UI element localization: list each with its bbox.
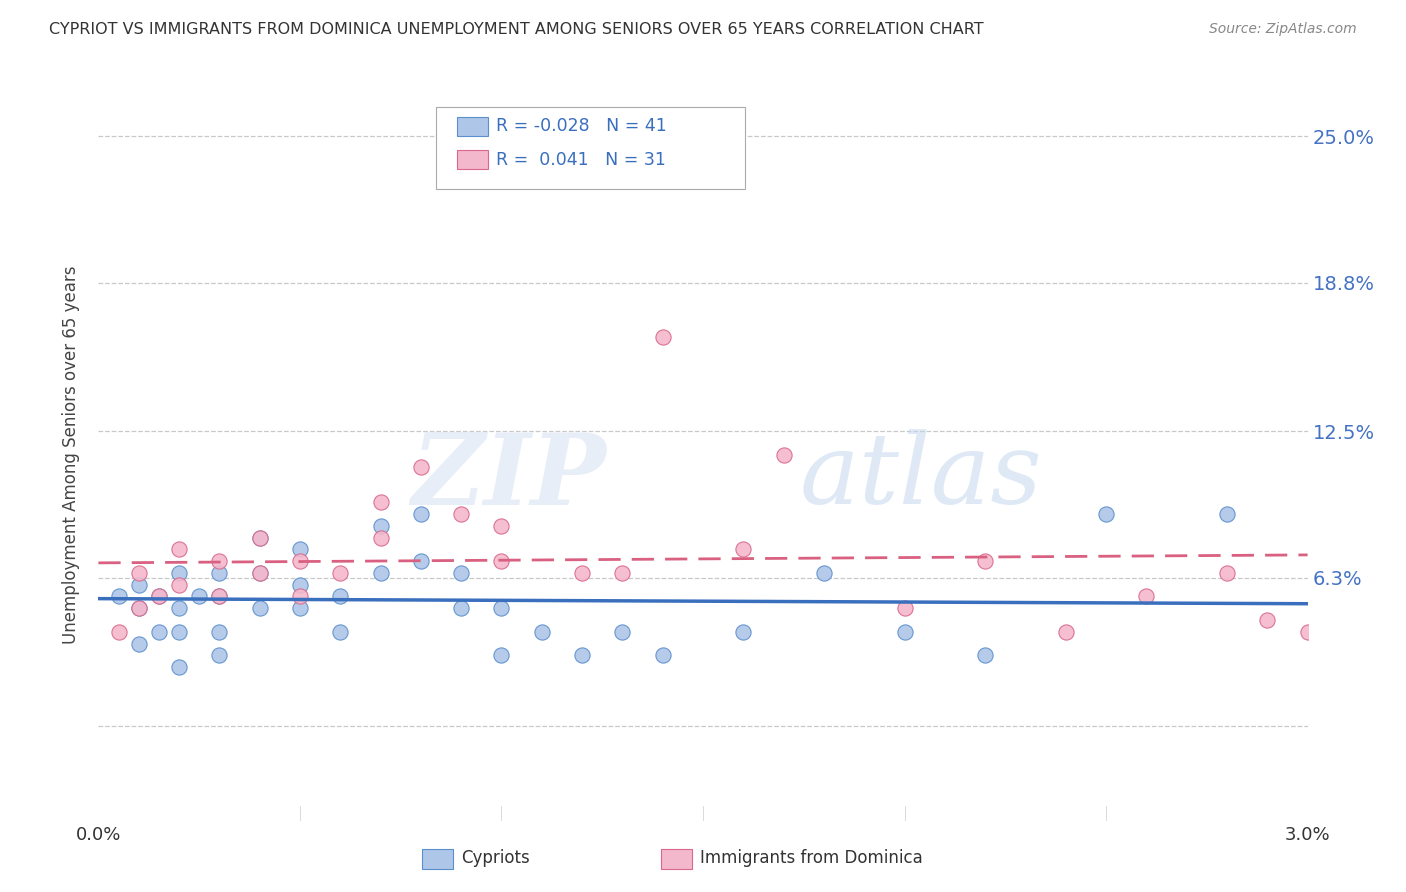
Point <box>249 601 271 615</box>
Point <box>1216 566 1239 580</box>
Point <box>370 495 392 509</box>
Y-axis label: Unemployment Among Seniors over 65 years: Unemployment Among Seniors over 65 years <box>62 266 80 644</box>
Point <box>128 601 150 615</box>
Point <box>329 590 352 604</box>
Point <box>288 590 311 604</box>
Text: Source: ZipAtlas.com: Source: ZipAtlas.com <box>1209 22 1357 37</box>
Point <box>1095 507 1118 521</box>
Point <box>208 590 231 604</box>
Point <box>651 330 673 344</box>
Point <box>772 448 794 462</box>
Point <box>450 601 472 615</box>
Point <box>167 566 190 580</box>
Point <box>733 624 755 639</box>
Point <box>974 554 997 568</box>
Point <box>128 637 150 651</box>
Point <box>450 566 472 580</box>
Point <box>249 531 271 545</box>
Point <box>370 566 392 580</box>
Point <box>249 566 271 580</box>
Point <box>409 507 432 521</box>
Point <box>107 624 129 639</box>
Point <box>208 624 231 639</box>
Point <box>188 590 211 604</box>
Point <box>167 542 190 557</box>
Text: ZIP: ZIP <box>412 429 606 525</box>
Point <box>491 601 513 615</box>
Point <box>1296 624 1319 639</box>
Point <box>288 542 311 557</box>
Point <box>107 590 129 604</box>
Point <box>128 577 150 591</box>
Point <box>329 566 352 580</box>
Text: Cypriots: Cypriots <box>461 849 530 867</box>
Point <box>148 590 170 604</box>
Point <box>491 554 513 568</box>
Point <box>893 624 915 639</box>
Point <box>491 648 513 663</box>
Point <box>167 577 190 591</box>
Point <box>208 648 231 663</box>
Point <box>409 554 432 568</box>
Point <box>288 577 311 591</box>
Point <box>167 660 190 674</box>
Point <box>208 554 231 568</box>
Text: CYPRIOT VS IMMIGRANTS FROM DOMINICA UNEMPLOYMENT AMONG SENIORS OVER 65 YEARS COR: CYPRIOT VS IMMIGRANTS FROM DOMINICA UNEM… <box>49 22 984 37</box>
Point <box>288 554 311 568</box>
Point <box>571 648 593 663</box>
Point <box>249 531 271 545</box>
Point <box>128 566 150 580</box>
Point <box>329 624 352 639</box>
Point <box>208 590 231 604</box>
Point <box>893 601 915 615</box>
Point <box>148 624 170 639</box>
Point <box>491 518 513 533</box>
Point <box>530 624 553 639</box>
Point <box>651 648 673 663</box>
Text: R = -0.028   N = 41: R = -0.028 N = 41 <box>496 117 666 135</box>
Point <box>148 590 170 604</box>
Text: R =  0.041   N = 31: R = 0.041 N = 31 <box>496 151 666 169</box>
Point <box>370 531 392 545</box>
Text: Immigrants from Dominica: Immigrants from Dominica <box>700 849 922 867</box>
Point <box>249 566 271 580</box>
Point <box>612 624 634 639</box>
Point <box>1054 624 1077 639</box>
Point <box>571 566 593 580</box>
Point <box>1216 507 1239 521</box>
Point <box>813 566 835 580</box>
Text: atlas: atlas <box>800 429 1042 524</box>
Point <box>974 648 997 663</box>
Point <box>208 566 231 580</box>
Point <box>167 624 190 639</box>
Point <box>612 566 634 580</box>
Point <box>128 601 150 615</box>
Point <box>370 518 392 533</box>
Point <box>409 459 432 474</box>
Point <box>167 601 190 615</box>
Point <box>1256 613 1278 627</box>
Point <box>1135 590 1157 604</box>
Point <box>288 601 311 615</box>
Point <box>733 542 755 557</box>
Point <box>450 507 472 521</box>
